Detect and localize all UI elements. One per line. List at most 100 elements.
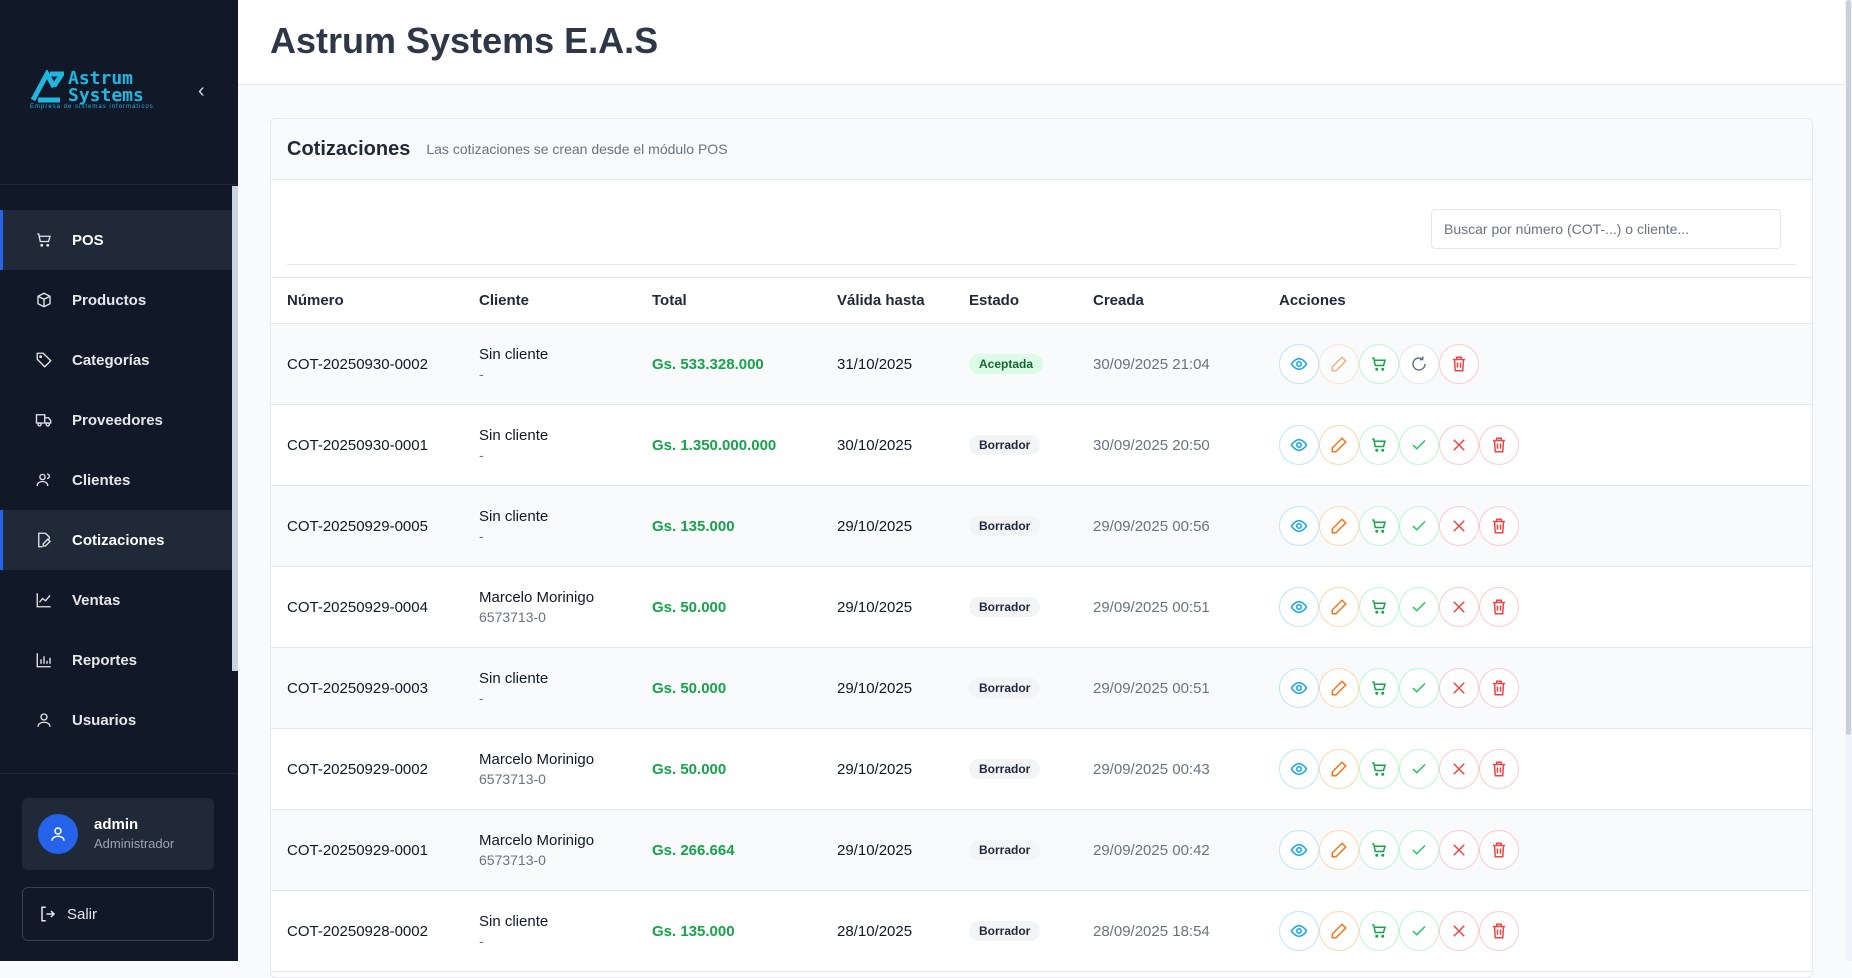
reopen-button[interactable] xyxy=(1399,344,1439,384)
sidebar-item-label: Clientes xyxy=(72,471,131,489)
reject-button[interactable] xyxy=(1439,425,1479,465)
sidebar-item-label: Ventas xyxy=(72,591,121,609)
collapse-sidebar-chevron-left-icon[interactable]: ‹ xyxy=(198,80,205,102)
reject-button[interactable] xyxy=(1439,911,1479,951)
convert-to-sale-button[interactable] xyxy=(1359,506,1399,546)
delete-button[interactable] xyxy=(1479,749,1519,789)
sidebar-item-clientes[interactable]: Clientes xyxy=(0,450,232,510)
close-icon xyxy=(1453,439,1465,451)
card-subtitle: Las cotizaciones se crean desde el módul… xyxy=(426,141,728,157)
reject-button[interactable] xyxy=(1439,749,1479,789)
sidebar-item-cotizaciones[interactable]: Cotizaciones xyxy=(0,510,232,570)
edit-button[interactable] xyxy=(1319,587,1359,627)
status-badge: Borrador xyxy=(969,678,1041,698)
eye-icon xyxy=(1290,681,1308,695)
sidebar-item-ventas[interactable]: Ventas xyxy=(0,570,232,630)
chart-bar-icon xyxy=(36,653,51,668)
convert-to-sale-button[interactable] xyxy=(1359,668,1399,708)
created-at: 29/09/2025 00:56 xyxy=(1093,485,1279,567)
valid-until: 29/10/2025 xyxy=(837,566,969,648)
delete-button[interactable] xyxy=(1479,830,1519,870)
view-button[interactable] xyxy=(1279,506,1319,546)
check-icon xyxy=(1412,682,1426,693)
view-button[interactable] xyxy=(1279,668,1319,708)
column-header: Cliente xyxy=(479,277,652,324)
edit-button[interactable] xyxy=(1319,830,1359,870)
table-row: COT-20250930-0001 Sin cliente - Gs. 1.350… xyxy=(271,404,1812,486)
sidebar-item-productos[interactable]: Productos xyxy=(0,270,232,330)
delete-button[interactable] xyxy=(1479,587,1519,627)
client-document: 6573713-0 xyxy=(479,609,546,625)
reject-button[interactable] xyxy=(1439,506,1479,546)
reject-button[interactable] xyxy=(1439,830,1479,870)
accept-button[interactable] xyxy=(1399,668,1439,708)
table-row: COT-20250929-0005 Sin cliente - Gs. 135.0… xyxy=(271,485,1812,567)
delete-button[interactable] xyxy=(1479,911,1519,951)
page-scrollbar[interactable] xyxy=(1845,0,1852,961)
accept-button[interactable] xyxy=(1399,830,1439,870)
cart-icon xyxy=(1372,600,1386,614)
edit-button[interactable] xyxy=(1319,506,1359,546)
accept-button[interactable] xyxy=(1399,425,1439,465)
view-button[interactable] xyxy=(1279,425,1319,465)
search-input[interactable] xyxy=(1431,209,1781,249)
convert-to-sale-button[interactable] xyxy=(1359,425,1399,465)
edit-button[interactable] xyxy=(1319,749,1359,789)
delete-button[interactable] xyxy=(1479,506,1519,546)
accept-button[interactable] xyxy=(1399,506,1439,546)
view-button[interactable] xyxy=(1279,749,1319,789)
astrum-logo-icon xyxy=(30,70,64,103)
delete-button[interactable] xyxy=(1479,668,1519,708)
actions-cell xyxy=(1279,566,1812,648)
sidebar-item-usuarios[interactable]: Usuarios xyxy=(0,690,232,750)
eye-icon xyxy=(1290,519,1308,533)
column-header: Total xyxy=(652,277,837,324)
accept-button[interactable] xyxy=(1399,749,1439,789)
quote-number: COT-20250930-0002 xyxy=(271,323,479,405)
actions-cell xyxy=(1279,485,1812,567)
delete-button[interactable] xyxy=(1479,425,1519,465)
view-button[interactable] xyxy=(1279,911,1319,951)
client-name: Sin cliente xyxy=(479,508,549,525)
convert-to-sale-button[interactable] xyxy=(1359,344,1399,384)
close-icon xyxy=(1453,844,1465,856)
quote-number: COT-20250929-0005 xyxy=(271,485,479,567)
table-row: COT-20250929-0002 Marcelo Morinigo 657371… xyxy=(271,728,1812,810)
reject-button[interactable] xyxy=(1439,668,1479,708)
accept-button[interactable] xyxy=(1399,911,1439,951)
user-icon xyxy=(51,827,65,841)
sidebar-item-proveedores[interactable]: Proveedores xyxy=(0,390,232,450)
created-at: 30/09/2025 21:04 xyxy=(1093,323,1279,405)
edit-button[interactable] xyxy=(1319,911,1359,951)
edit-button[interactable] xyxy=(1319,425,1359,465)
convert-to-sale-button[interactable] xyxy=(1359,749,1399,789)
check-icon xyxy=(1412,844,1426,855)
client-cell: Sin cliente - xyxy=(479,890,652,972)
reject-button[interactable] xyxy=(1439,587,1479,627)
tag-icon xyxy=(36,352,52,368)
quotes-table: Número Cliente Total Válida hasta Estado Crea… xyxy=(271,277,1812,972)
actions-cell xyxy=(1279,323,1812,405)
logo: Astrum Systems Empresa de sistemas inform… xyxy=(0,0,238,185)
quote-total: Gs. 50.000 xyxy=(652,728,837,810)
sidebar-item-categorias[interactable]: Categorías xyxy=(0,330,232,390)
client-document: - xyxy=(479,690,484,706)
brand-name: Astrum Systems xyxy=(68,68,144,106)
sidebar-scrollbar[interactable] xyxy=(232,186,238,671)
convert-to-sale-button[interactable] xyxy=(1359,587,1399,627)
sidebar-item-reportes[interactable]: Reportes xyxy=(0,630,232,690)
view-button[interactable] xyxy=(1279,587,1319,627)
sidebar-item-pos[interactable]: POS xyxy=(0,210,232,270)
table-row: COT-20250929-0004 Marcelo Morinigo 657371… xyxy=(271,566,1812,648)
client-name: Sin cliente xyxy=(479,670,549,687)
accept-button[interactable] xyxy=(1399,587,1439,627)
convert-to-sale-button[interactable] xyxy=(1359,911,1399,951)
cart-icon xyxy=(1372,924,1386,938)
convert-to-sale-button[interactable] xyxy=(1359,830,1399,870)
view-button[interactable] xyxy=(1279,830,1319,870)
logout-button[interactable]: Salir xyxy=(22,887,214,941)
edit-button[interactable] xyxy=(1319,344,1359,384)
view-button[interactable] xyxy=(1279,344,1319,384)
delete-button[interactable] xyxy=(1439,344,1479,384)
edit-button[interactable] xyxy=(1319,668,1359,708)
